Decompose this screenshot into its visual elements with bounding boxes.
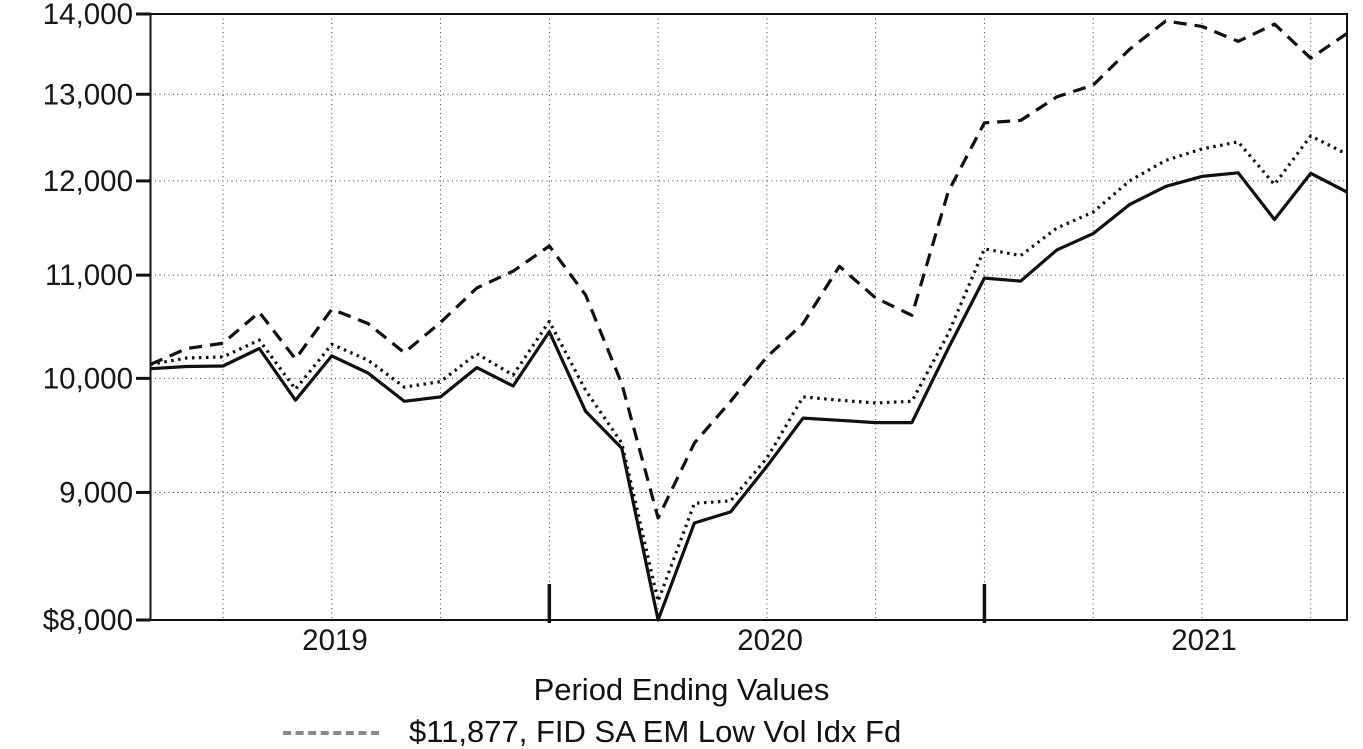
series-dotted-line xyxy=(150,134,1348,603)
legend-line-marker xyxy=(283,731,379,735)
x-year-label: 2020 xyxy=(737,624,803,657)
y-tick-label: 14,000 xyxy=(43,0,133,31)
series-dashed-line xyxy=(149,19,1348,520)
y-tick-label: 11,000 xyxy=(45,259,133,292)
legend-entry-label: $11,877, FID SA EM Low Vol Idx Fd xyxy=(409,714,902,749)
x-year-label: 2019 xyxy=(302,624,368,657)
y-tick-label: $8,000 xyxy=(43,604,133,637)
series-solid-line xyxy=(150,171,1348,622)
plot-border xyxy=(149,13,1348,621)
y-tick-label: 12,000 xyxy=(43,165,133,198)
y-tick-label: 13,000 xyxy=(43,78,133,111)
x-axis-title: Period Ending Values xyxy=(533,672,830,707)
y-tick-label: 10,000 xyxy=(43,362,133,395)
x-year-label: 2021 xyxy=(1171,624,1237,657)
y-tick-label: 9,000 xyxy=(59,476,133,509)
legend-row: $11,877, FID SA EM Low Vol Idx Fd xyxy=(283,716,901,747)
